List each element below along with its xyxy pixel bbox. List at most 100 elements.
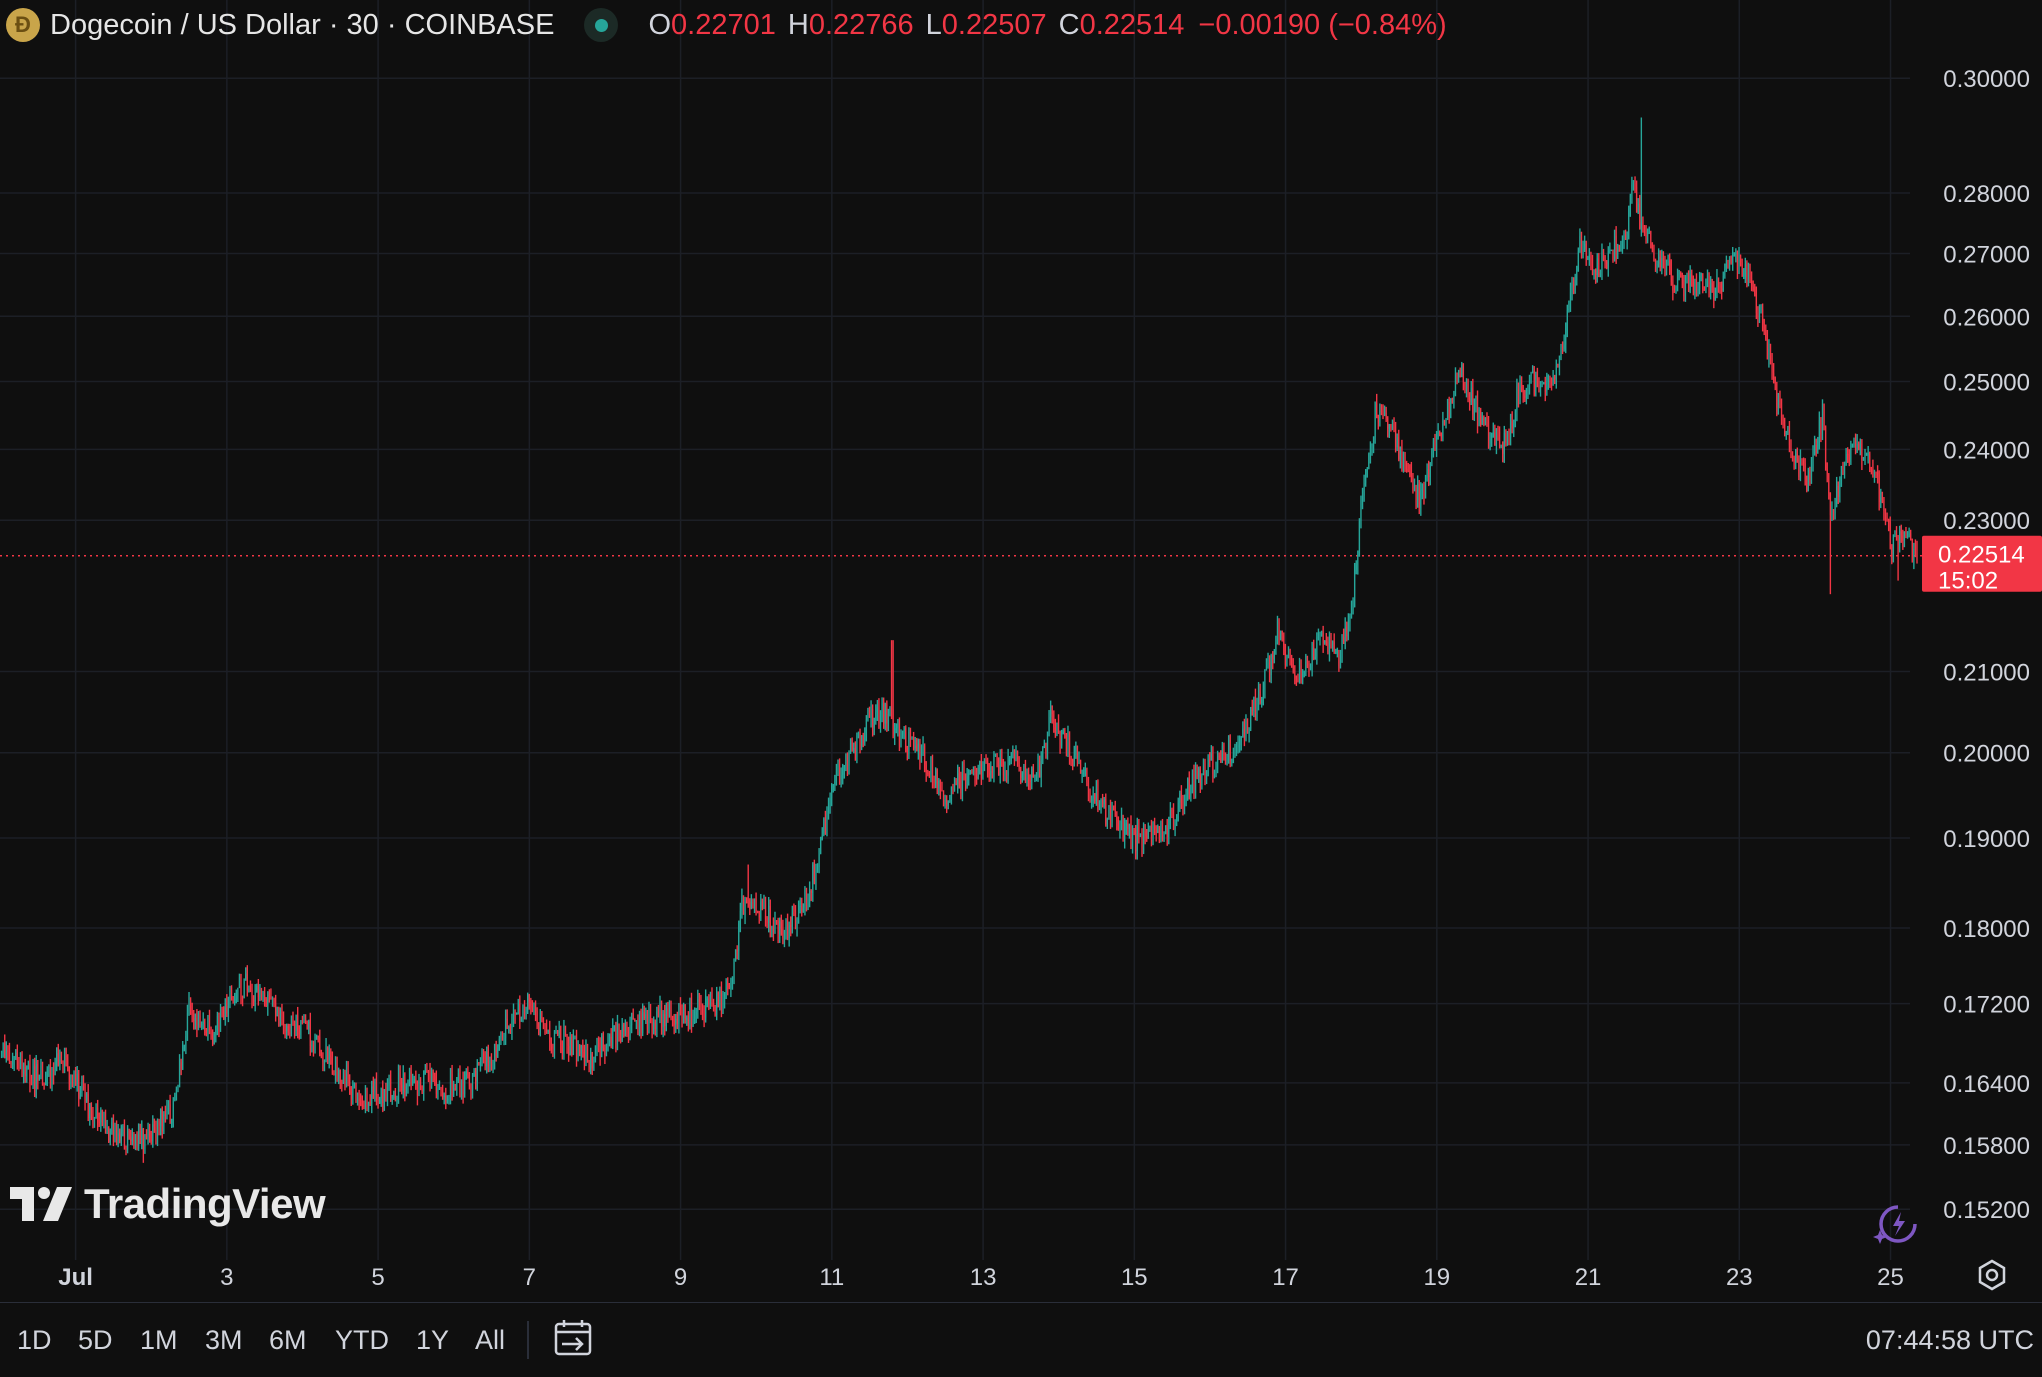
range-all[interactable]: All [475, 1325, 506, 1355]
candle-body [1437, 432, 1439, 438]
time-axis[interactable]: Jul 3 5 7 9 11 13 15 17 19 21 23 25 [58, 1264, 1904, 1291]
candle-body [725, 981, 727, 993]
candle [136, 1131, 138, 1151]
candle [355, 1082, 357, 1103]
candle-body [1500, 444, 1502, 448]
candle [979, 760, 981, 775]
candle [1468, 392, 1471, 411]
candle [230, 985, 233, 1001]
sparkle-bolt-icon[interactable] [1872, 1200, 1920, 1248]
candle-body [1023, 765, 1025, 774]
candle [813, 859, 816, 885]
candle [156, 1118, 159, 1147]
go-to-date-icon[interactable] [552, 1317, 594, 1359]
candle [164, 1105, 167, 1123]
chart-settings-icon[interactable] [1975, 1258, 2009, 1292]
candle-body [1908, 533, 1910, 538]
dogecoin-icon[interactable]: Ð [6, 8, 40, 42]
candle [1141, 828, 1143, 857]
price-axis[interactable]: 0.300000.280000.270000.260000.250000.240… [1943, 66, 2030, 1224]
candle [325, 1038, 327, 1063]
candle [1478, 407, 1480, 427]
candle-body [331, 1056, 333, 1074]
candle [640, 1008, 642, 1039]
bottom-toolbar: 1D 5D 1M 3M 6M YTD 1Y All 07:44:58 UTC [0, 1302, 2042, 1377]
candle-body [812, 864, 814, 893]
candle-body [101, 1110, 103, 1123]
candle [348, 1074, 351, 1095]
candle-body [1264, 669, 1266, 690]
candle [1311, 641, 1313, 677]
candle [846, 752, 849, 777]
candle [1393, 417, 1395, 433]
candle-body [311, 1044, 313, 1047]
candle-body [517, 1003, 519, 1013]
range-1m[interactable]: 1M [140, 1325, 178, 1355]
candle [1528, 374, 1531, 395]
candle-body [766, 917, 768, 923]
candle-body [1752, 286, 1754, 291]
candle-body [1822, 404, 1823, 435]
candle [1656, 260, 1658, 274]
candle [1569, 282, 1572, 312]
candle [33, 1057, 36, 1098]
candle-body [1522, 390, 1524, 396]
candle-body [550, 1042, 552, 1046]
candle-body [259, 989, 261, 998]
candle-body [697, 999, 699, 1012]
candle-body [1795, 453, 1797, 463]
price-chart[interactable]: 0.300000.280000.270000.260000.250000.240… [0, 0, 2042, 1302]
candle [1576, 265, 1578, 286]
price-tick-label: 0.20000 [1943, 741, 2030, 768]
candle [1705, 278, 1707, 294]
candle [270, 988, 272, 1000]
candle-body [1788, 429, 1790, 446]
candle-body [1341, 637, 1343, 659]
candle [1453, 390, 1455, 409]
candle-body [295, 1015, 297, 1031]
candle [1198, 766, 1200, 783]
candle [991, 766, 994, 779]
candle-body [720, 989, 722, 1009]
candle [1465, 378, 1468, 398]
candle-body [251, 989, 253, 1000]
candle [1097, 779, 1099, 813]
symbol-title[interactable]: Dogecoin / US Dollar · 30 · COINBASE [50, 8, 555, 41]
candle-body [383, 1089, 385, 1104]
range-1d[interactable]: 1D [17, 1325, 52, 1355]
candle [1774, 376, 1776, 391]
candle [985, 754, 987, 764]
candle-body [618, 1023, 620, 1038]
candle [454, 1083, 456, 1091]
candle-body [12, 1061, 14, 1065]
candle-body [1215, 769, 1217, 772]
candle-body [1110, 809, 1111, 823]
range-3m[interactable]: 3M [205, 1325, 243, 1355]
utc-clock[interactable]: 07:44:58 UTC [1865, 1325, 2034, 1355]
range-ytd[interactable]: YTD [335, 1325, 389, 1355]
candle-body [283, 1016, 285, 1029]
candle-body [1766, 338, 1768, 360]
candle [657, 1004, 660, 1018]
market-status-icon[interactable] [584, 8, 619, 42]
candle-body [59, 1059, 61, 1065]
candle-body [1299, 665, 1301, 682]
candle [752, 898, 754, 909]
candle [1368, 452, 1370, 470]
candle [1275, 635, 1277, 655]
candle [1571, 276, 1573, 301]
tradingview-logo[interactable]: TradingView [10, 1180, 326, 1228]
candle-body [1486, 417, 1488, 422]
range-1y[interactable]: 1Y [416, 1325, 450, 1355]
range-5d[interactable]: 5D [78, 1325, 113, 1355]
candle [1746, 260, 1748, 288]
candle [916, 737, 918, 752]
candle-body [640, 1012, 642, 1034]
candle [1024, 759, 1027, 784]
candle-body [1869, 453, 1871, 469]
range-6m[interactable]: 6M [269, 1325, 307, 1355]
candle-body [1321, 632, 1323, 636]
candle [1541, 380, 1543, 388]
candle [78, 1070, 80, 1107]
candle [966, 767, 968, 789]
